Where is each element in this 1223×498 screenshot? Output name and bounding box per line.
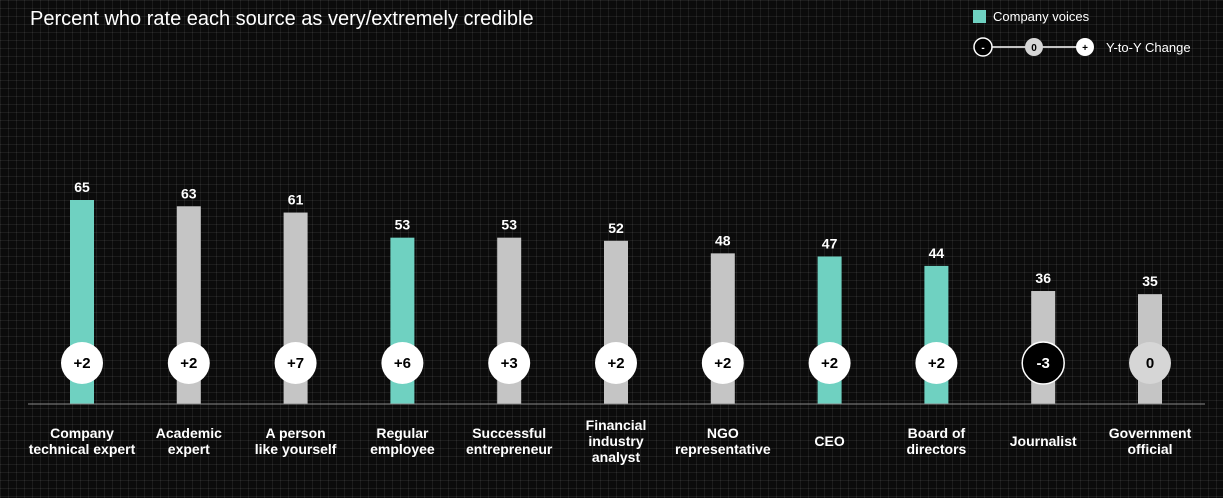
change-label: +2	[928, 355, 945, 372]
category-label-line: Government	[1109, 425, 1192, 441]
legend-negative-circle	[973, 37, 993, 57]
legend: Company voices - 0 + Y-to-Y Change	[973, 9, 1191, 57]
legend-company-label: Company voices	[993, 9, 1090, 24]
change-circle	[1021, 341, 1065, 385]
category-label: Journalist	[1010, 433, 1077, 449]
bar-value-label: 53	[501, 217, 517, 233]
change-circle	[381, 342, 424, 384]
legend-positive-circle	[1076, 38, 1094, 56]
category-label-line: entrepreneur	[466, 441, 553, 457]
legend-zero-circle	[1025, 38, 1043, 56]
category-label-line: CEO	[814, 433, 844, 449]
category-label: Successful entrepreneur	[466, 425, 553, 457]
change-label: +2	[714, 355, 731, 372]
category-label: Government official	[1109, 425, 1192, 457]
bar-value-label: 63	[181, 185, 197, 201]
bar-value-label: 52	[608, 220, 624, 236]
change-label: +2	[607, 355, 624, 372]
change-label: +2	[73, 355, 90, 372]
change-circle	[701, 342, 744, 384]
category-label-line: official	[1127, 441, 1172, 457]
change-circle	[61, 342, 103, 384]
bar-value-label: 47	[822, 235, 838, 251]
bar-value-label: 35	[1142, 273, 1158, 289]
chart-title: Percent who rate each source as very/ext…	[30, 8, 534, 30]
category-label-line: industry	[588, 433, 643, 449]
legend-company-swatch	[973, 10, 986, 23]
bar-value-label: 65	[74, 179, 90, 195]
change-circle	[274, 342, 317, 384]
bar-value-label: 53	[395, 217, 411, 233]
bar-value-label: 44	[929, 245, 945, 261]
category-label-line: Regular	[376, 425, 429, 441]
change-circle	[488, 342, 531, 384]
category-label-line: analyst	[592, 449, 641, 465]
category-label-line: A person	[266, 425, 326, 441]
change-label: 0	[1146, 355, 1154, 372]
category-label-line: Company	[50, 425, 114, 441]
bar-value-label: 61	[288, 192, 304, 208]
category-label-line: technical expert	[29, 441, 136, 457]
category-label-line: NGO	[707, 425, 739, 441]
change-label: -3	[1037, 355, 1050, 372]
change-label: +3	[501, 355, 518, 372]
category-labels-group: Company technical expert Academic expert A p…	[29, 417, 1192, 465]
category-label: Academic expert	[156, 425, 222, 457]
category-label-line: like yourself	[255, 441, 337, 457]
category-label-line: Journalist	[1010, 433, 1077, 449]
change-label: +7	[287, 355, 304, 372]
category-label: A person like yourself	[255, 425, 337, 457]
category-label: Regular employee	[370, 425, 435, 457]
category-label-line: expert	[168, 441, 210, 457]
change-label: +2	[180, 355, 197, 372]
change-circle	[1129, 342, 1171, 384]
change-label: +6	[394, 355, 411, 372]
category-label-line: representative	[675, 441, 771, 457]
legend-positive-symbol: +	[1082, 43, 1088, 54]
category-label-line: directors	[906, 441, 966, 457]
category-label: NGO representative	[675, 425, 771, 457]
change-circle	[915, 342, 958, 384]
category-label-line: Financial	[586, 417, 647, 433]
change-circle	[808, 342, 851, 384]
change-circle	[167, 342, 210, 384]
category-label-line: employee	[370, 441, 435, 457]
category-label: Financial industry analyst	[586, 417, 647, 465]
legend-negative-symbol: -	[981, 43, 984, 54]
bar-value-label: 36	[1035, 270, 1051, 286]
change-label: +2	[821, 355, 838, 372]
change-circle	[595, 342, 637, 384]
legend-change-label: Y-to-Y Change	[1106, 40, 1191, 55]
bar-value-label: 48	[715, 232, 731, 248]
legend-zero-symbol: 0	[1031, 43, 1037, 54]
category-label: Company technical expert	[29, 425, 136, 457]
category-label: Board of directors	[906, 425, 966, 457]
category-label-line: Board of	[908, 425, 966, 441]
category-label: CEO	[814, 433, 844, 449]
change-markers-group: +2 +2 +7 +6 +3 +2 +2 +2 +2 -3 0	[61, 341, 1171, 385]
category-label-line: Successful	[472, 425, 546, 441]
category-label-line: Academic	[156, 425, 222, 441]
